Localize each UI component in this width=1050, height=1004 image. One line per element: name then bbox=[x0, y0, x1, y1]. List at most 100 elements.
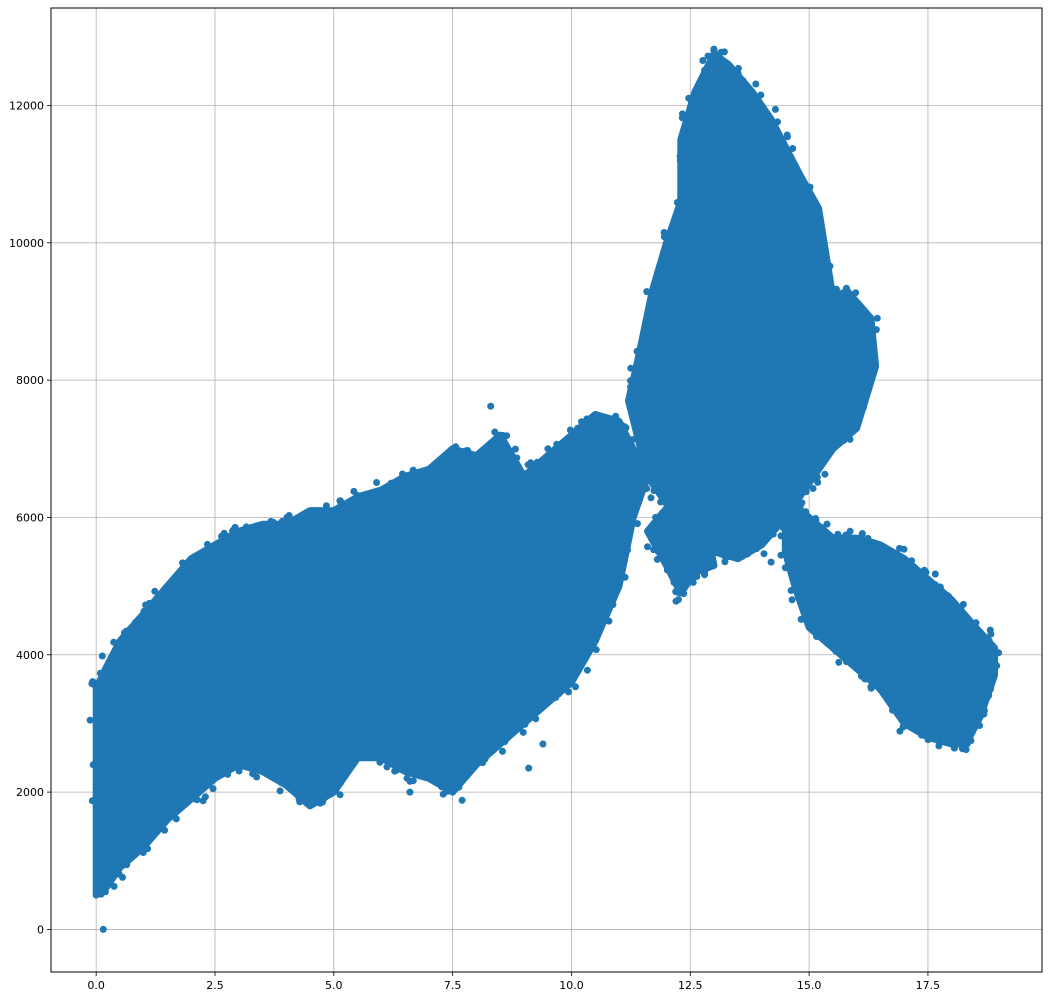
scatter-point bbox=[760, 550, 768, 558]
scatter-point bbox=[480, 449, 488, 457]
scatter-point bbox=[688, 572, 696, 580]
scatter-point bbox=[959, 600, 967, 608]
scatter-point bbox=[744, 87, 752, 95]
scatter-point bbox=[774, 118, 781, 126]
scatter-point bbox=[821, 470, 829, 478]
scatter-point bbox=[179, 567, 187, 575]
scatter-point bbox=[459, 450, 466, 458]
scatter-point bbox=[701, 539, 709, 547]
scatter-point bbox=[132, 618, 140, 626]
scatter-point bbox=[827, 289, 835, 297]
scatter-point bbox=[501, 738, 509, 746]
scatter-point bbox=[852, 289, 860, 297]
scatter-point bbox=[141, 607, 149, 615]
scatter-point bbox=[491, 744, 499, 752]
scatter-point bbox=[866, 363, 874, 371]
scatter-point bbox=[645, 307, 653, 315]
scatter-point bbox=[179, 559, 186, 567]
scatter-point bbox=[985, 692, 993, 700]
scatter-point bbox=[819, 529, 827, 537]
scatter-point bbox=[372, 749, 380, 757]
scatter-point bbox=[572, 683, 579, 691]
scatter-point bbox=[518, 717, 526, 724]
scatter-point bbox=[502, 441, 509, 449]
scatter-point bbox=[553, 440, 561, 448]
scatter-point bbox=[633, 347, 641, 355]
scatter-point bbox=[817, 523, 825, 531]
scatter-point bbox=[896, 727, 904, 735]
scatter-point bbox=[491, 428, 499, 436]
scatter-point bbox=[497, 447, 505, 455]
scatter-point bbox=[303, 790, 311, 797]
scatter-point bbox=[363, 753, 371, 761]
scatter-point bbox=[859, 319, 867, 327]
scatter-point bbox=[172, 815, 180, 823]
scatter-point bbox=[772, 127, 780, 135]
scatter-point bbox=[967, 737, 975, 745]
scatter-point bbox=[621, 553, 629, 561]
scatter-point bbox=[470, 451, 478, 459]
scatter-point bbox=[131, 625, 139, 633]
scatter-point bbox=[687, 112, 695, 120]
scatter-point bbox=[840, 437, 848, 444]
scatter-point bbox=[869, 352, 877, 360]
scatter-point bbox=[797, 594, 805, 601]
scatter-point bbox=[701, 66, 708, 74]
scatter-point bbox=[336, 791, 344, 799]
scatter-point bbox=[499, 432, 507, 439]
scatter-point bbox=[828, 537, 836, 544]
x-tick-label: 17.5 bbox=[916, 979, 941, 992]
scatter-point bbox=[924, 736, 932, 744]
scatter-point bbox=[771, 105, 779, 113]
scatter-point bbox=[993, 662, 1001, 670]
scatter-point bbox=[843, 284, 850, 292]
scatter-point bbox=[858, 310, 866, 318]
scatter-point bbox=[410, 475, 418, 483]
scatter-point bbox=[987, 665, 995, 673]
scatter-point bbox=[721, 558, 729, 566]
scatter-point bbox=[802, 488, 810, 496]
scatter-point bbox=[710, 57, 717, 64]
scatter-point bbox=[892, 551, 899, 559]
scatter-point bbox=[627, 383, 634, 391]
scatter-point bbox=[583, 415, 591, 423]
scatter-point bbox=[680, 499, 687, 506]
scatter-point bbox=[701, 571, 708, 579]
scatter-point bbox=[517, 469, 525, 477]
scatter-point bbox=[253, 524, 261, 532]
scatter-point bbox=[627, 377, 634, 385]
scatter-point bbox=[935, 742, 943, 750]
scatter-point bbox=[399, 470, 406, 478]
scatter-point bbox=[216, 769, 224, 777]
scatter-point bbox=[144, 845, 152, 853]
scatter-point bbox=[527, 459, 535, 467]
scatter-point bbox=[777, 532, 785, 540]
scatter-point bbox=[350, 496, 358, 504]
scatter-point bbox=[863, 342, 870, 350]
scatter-point bbox=[846, 652, 853, 660]
scatter-point bbox=[491, 442, 499, 450]
x-tick-label: 0.0 bbox=[87, 979, 105, 992]
scatter-density-right-descending-arm bbox=[781, 493, 998, 748]
scatter-point bbox=[200, 554, 208, 562]
scatter-point bbox=[558, 683, 566, 691]
scatter-point bbox=[89, 761, 97, 769]
scatter-point bbox=[899, 559, 907, 567]
scatter-point bbox=[927, 582, 935, 590]
scatter-point bbox=[877, 686, 885, 694]
scatter-point bbox=[296, 798, 304, 806]
scatter-point bbox=[617, 568, 625, 576]
scatter-point bbox=[767, 558, 775, 566]
scatter-point bbox=[242, 523, 250, 531]
scatter-point bbox=[689, 501, 697, 509]
scatter-point bbox=[458, 796, 466, 804]
scatter-point bbox=[229, 527, 237, 535]
scatter-point bbox=[259, 524, 267, 532]
scatter-point bbox=[663, 566, 671, 574]
scatter-point bbox=[823, 639, 831, 647]
scatter-point bbox=[443, 787, 451, 795]
scatter-point bbox=[947, 608, 955, 616]
scatter-point bbox=[539, 740, 547, 748]
scatter-point bbox=[592, 646, 600, 654]
scatter-point bbox=[122, 627, 130, 635]
